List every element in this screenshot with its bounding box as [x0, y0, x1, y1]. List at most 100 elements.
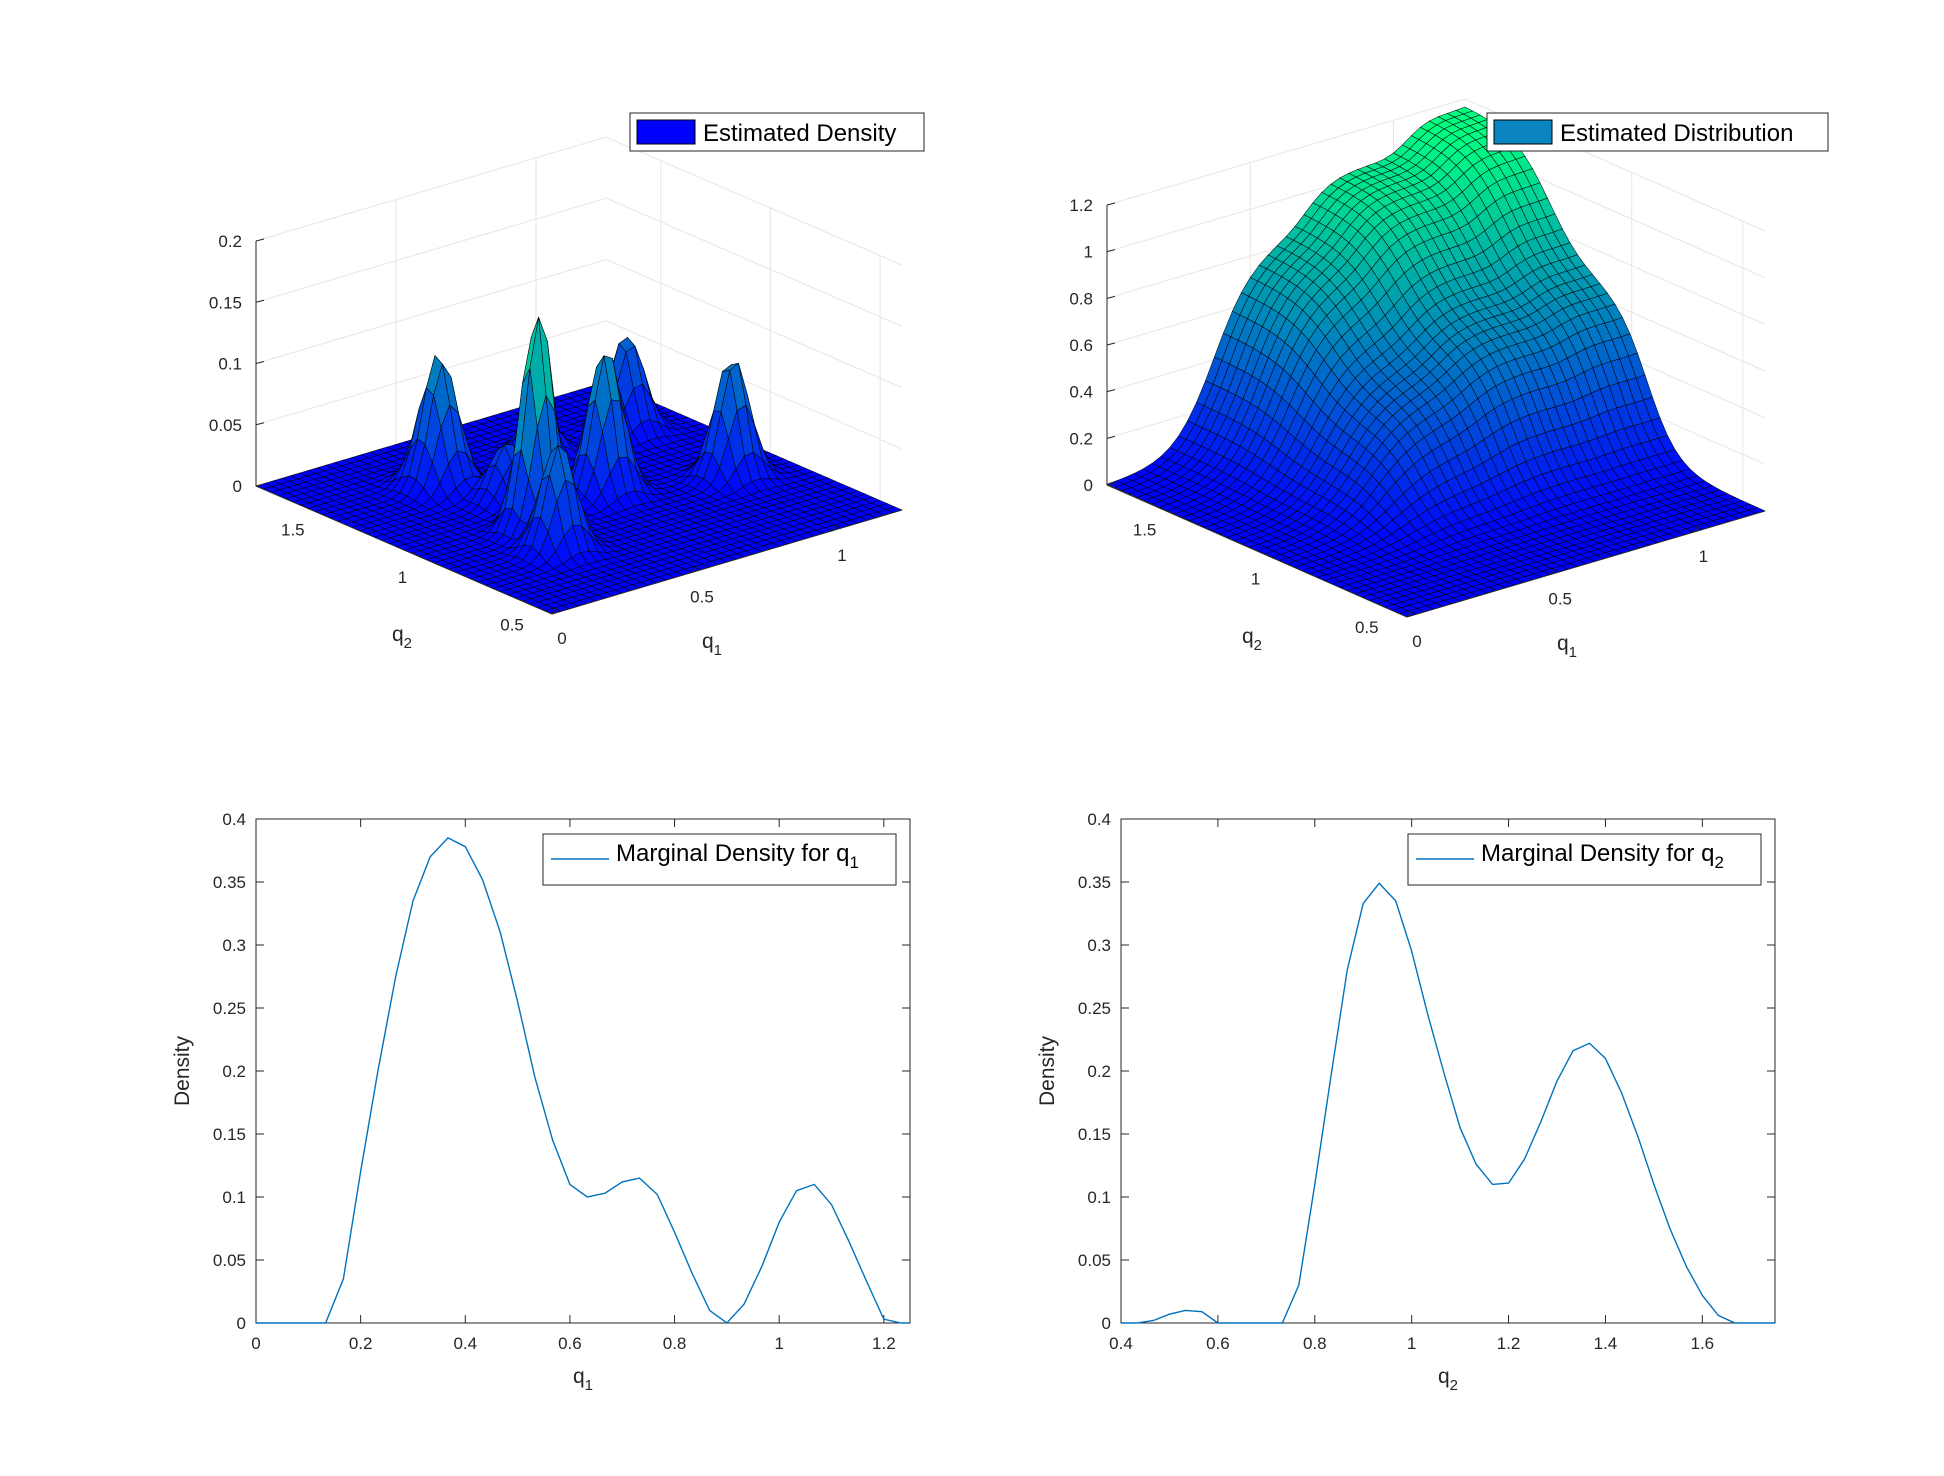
x-tick-mark: [1693, 525, 1699, 533]
legend-label-main: Marginal Density for q: [1481, 840, 1714, 867]
y-tick-label: 0.25: [1078, 999, 1111, 1018]
x-axis-line: [1406, 510, 1766, 618]
z-tick-mark: [255, 238, 265, 242]
z-tick-mark: [1106, 482, 1116, 486]
x-tick-mark: [831, 524, 838, 532]
y-tick-label: 0.05: [1078, 1251, 1111, 1270]
x-axis-label: q1: [1557, 632, 1577, 661]
z-tick-mark: [255, 299, 265, 303]
legend: Estimated Distribution: [1486, 112, 1829, 152]
x-tick-label: 0.6: [558, 1334, 582, 1353]
x-tick-mark: [1549, 568, 1556, 575]
z-tick-mark: [255, 422, 265, 426]
x-tick-label: 0.8: [1303, 1334, 1327, 1353]
x-axis-label-sub: 1: [585, 1377, 593, 1394]
legend: Marginal Density for q1: [542, 833, 897, 886]
legend-swatch: [636, 119, 696, 145]
x-tick-label: 0: [251, 1334, 260, 1353]
y-tick-label: 1: [1251, 569, 1260, 588]
x-tick-label: 0.8: [663, 1334, 687, 1353]
x-tick-label: 1: [774, 1334, 783, 1353]
legend-label: Marginal Density for q1: [616, 840, 859, 872]
z-tick-mark: [255, 361, 265, 364]
surface-mesh: [255, 316, 903, 615]
y-axis-label: Density: [1036, 1035, 1059, 1106]
y-tick-label: 0.4: [1087, 810, 1111, 829]
x-tick-label: 1: [1407, 1334, 1416, 1353]
legend-label: Estimated Density: [703, 120, 896, 147]
z-tick-label: 0.8: [1069, 289, 1093, 308]
plot-area: [255, 818, 911, 1324]
x-tick-label: 1.2: [872, 1334, 896, 1353]
z-tick-mark: [1106, 249, 1116, 253]
x-axis-label-main: q: [573, 1365, 585, 1388]
legend: Marginal Density for q2: [1407, 833, 1762, 886]
z-tick-mark: [1106, 342, 1116, 346]
x-tick-label: 1.4: [1594, 1334, 1618, 1353]
z-tick-label: 0.4: [1069, 383, 1093, 402]
y-tick-label: 0.5: [500, 616, 524, 635]
z-tick-mark: [1106, 435, 1116, 439]
z-tick-mark: [1106, 389, 1116, 393]
y-tick-label: 0: [237, 1314, 246, 1333]
y-tick-label: 1.5: [1133, 520, 1157, 539]
z-tick-mark: [255, 483, 265, 487]
y-tick-mark: [521, 600, 531, 605]
legend-label-sub: 2: [1714, 853, 1723, 872]
y-tick-label: 0.25: [213, 999, 246, 1018]
z-gridline: [255, 320, 903, 450]
z-gridline: [1106, 98, 1766, 232]
x-axis-label-main: q: [1557, 632, 1569, 655]
surface-mesh: [1106, 106, 1766, 618]
x-tick-mark: [1406, 610, 1413, 618]
z-tick-label: 0.2: [218, 232, 242, 251]
y-tick-mark: [1376, 602, 1386, 608]
x-axis-label: q1: [573, 1365, 593, 1394]
z-tick-label: 0.05: [209, 416, 242, 435]
y-axis-label-main: q: [392, 623, 404, 646]
legend: Estimated Density: [629, 112, 925, 152]
y-axis-label: q2: [1242, 625, 1262, 654]
z-gridline: [255, 136, 903, 266]
y-tick-label: 0.15: [213, 1125, 246, 1144]
surface-panel-1: 00.050.10.150.200.510.511.5q1q2Estimated…: [209, 112, 925, 659]
y-tick-label: 0.05: [213, 1251, 246, 1270]
x-tick-label: 1: [837, 546, 846, 565]
y-tick-label: 0.2: [222, 1062, 246, 1081]
z-tick-label: 0: [1084, 476, 1093, 495]
z-tick-label: 0: [233, 477, 242, 496]
x-axis-label-main: q: [1438, 1365, 1450, 1388]
x-axis-label-sub: 2: [1450, 1377, 1458, 1394]
z-tick-mark: [1106, 202, 1116, 206]
line-panel-4: 0.4 0.6 0.8 1 1.2 1.4 1.6 0 0.05 0.1 0.15 0.2 0.25 0.…: [1036, 810, 1776, 1394]
x-axis-label: q1: [702, 630, 722, 659]
x-tick-label: 0.5: [1548, 590, 1572, 609]
y-axis-label-main: q: [1242, 625, 1254, 648]
legend-label: Estimated Distribution: [1560, 120, 1793, 147]
x-tick-label: 0.4: [1109, 1334, 1133, 1353]
y-tick-label: 0.15: [1078, 1125, 1111, 1144]
legend-swatch: [1493, 119, 1553, 145]
z-tick-label: 1: [1084, 243, 1093, 262]
y-axis-label: Density: [171, 1035, 194, 1106]
plot-area: [1120, 818, 1776, 1324]
y-tick-label: 0.3: [1087, 936, 1111, 955]
x-tick-label: 0: [557, 629, 566, 648]
z-tick-label: 1.2: [1069, 196, 1093, 215]
series-line: [256, 837, 910, 1324]
y-tick-label: 0: [1102, 1314, 1111, 1333]
x-tick-label: 1.6: [1691, 1334, 1715, 1353]
legend-label-sub: 1: [849, 853, 858, 872]
y-tick-label: 0.1: [222, 1188, 246, 1207]
x-axis-label-sub: 1: [714, 642, 722, 659]
x-tick-label: 1: [1699, 547, 1708, 566]
z-gridline: [255, 258, 903, 388]
legend-label: Marginal Density for q2: [1481, 840, 1724, 872]
y-tick-mark: [1154, 504, 1163, 510]
surface-panel-2: 00.20.40.60.811.200.510.511.5q1q2Estimat…: [1069, 98, 1829, 661]
y-tick-label: 1.5: [281, 521, 305, 540]
line-panel-3: 0 0.2 0.4 0.6 0.8 1 1.2 0 0.05 0.1 0.15 0.2 0.25 0.3 0…: [171, 810, 911, 1394]
x-tick-mark: [551, 607, 558, 615]
x-tick-label: 0: [1412, 632, 1421, 651]
